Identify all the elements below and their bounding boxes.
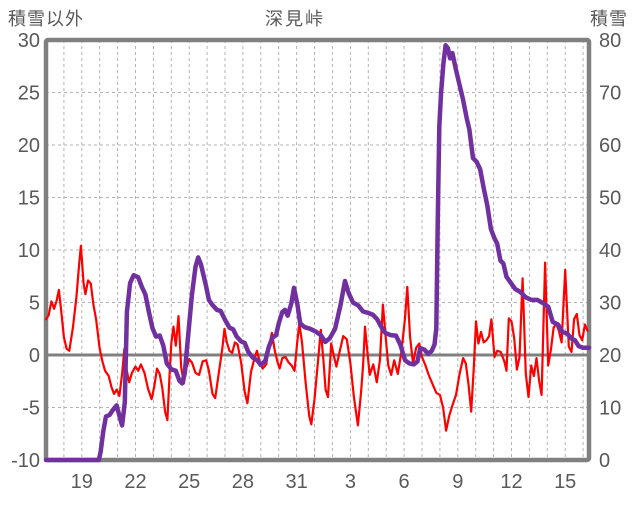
left-y-tick-label: 0 [29,345,40,367]
x-tick-label: 22 [124,471,146,493]
temperature-line [44,244,589,432]
left-y-tick-label: 25 [18,83,40,105]
left-y-tick-label: -10 [11,450,40,472]
x-tick-label: 28 [232,471,254,493]
x-tick-label: 9 [452,471,463,493]
left-y-tick-label: 5 [29,293,40,315]
right-y-tick-label: 20 [599,345,621,367]
left-y-tick-label: -5 [22,398,40,420]
x-tick-label: 15 [554,471,576,493]
x-tick-label: 3 [345,471,356,493]
x-tick-label: 31 [285,471,307,493]
left-y-tick-label: 30 [18,30,40,52]
right-axis-title: 積雪 [590,9,628,29]
left-axis-title: 積雪以外 [8,9,84,29]
chart-title: 深見峠 [265,9,325,29]
left-y-tick-label: 10 [18,240,40,262]
plot-frame [43,37,592,463]
right-y-tick-label: 30 [599,293,621,315]
right-y-tick-label: 0 [599,450,610,472]
right-y-tick-label: 10 [599,398,621,420]
right-y-tick-label: 60 [599,135,621,157]
snow-depth-line [43,43,592,463]
left-y-tick-label: 15 [18,188,40,210]
right-y-tick-label: 50 [599,188,621,210]
right-y-tick-label: 40 [599,240,621,262]
right-y-tick-label: 80 [599,30,621,52]
left-y-tick-label: 20 [18,135,40,157]
right-y-tick-label: 70 [599,83,621,105]
x-tick-label: 19 [71,471,93,493]
x-tick-label: 12 [500,471,522,493]
x-tick-label: 6 [399,471,410,493]
x-tick-label: 25 [178,471,200,493]
